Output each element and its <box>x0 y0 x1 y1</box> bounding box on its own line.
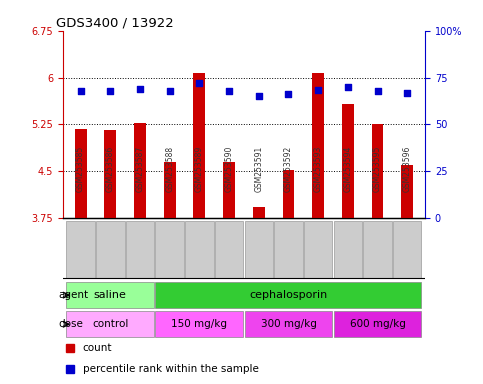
FancyBboxPatch shape <box>363 220 392 278</box>
Text: GSM253596: GSM253596 <box>403 146 412 192</box>
FancyBboxPatch shape <box>215 220 243 278</box>
FancyBboxPatch shape <box>66 311 154 338</box>
FancyBboxPatch shape <box>334 311 422 338</box>
Text: GSM253591: GSM253591 <box>254 146 263 192</box>
Text: dose: dose <box>58 319 83 329</box>
Text: agent: agent <box>58 290 88 300</box>
Text: GSM253589: GSM253589 <box>195 146 204 192</box>
Bar <box>401 165 413 218</box>
Text: GSM253595: GSM253595 <box>373 146 382 192</box>
Text: GSM253586: GSM253586 <box>106 146 115 192</box>
Bar <box>371 124 384 218</box>
Bar <box>312 73 324 218</box>
Bar <box>193 73 205 218</box>
Bar <box>104 130 116 218</box>
Bar <box>134 122 146 218</box>
Text: 600 mg/kg: 600 mg/kg <box>350 319 405 329</box>
FancyBboxPatch shape <box>156 311 243 338</box>
FancyBboxPatch shape <box>244 311 332 338</box>
Text: GSM253590: GSM253590 <box>225 146 234 192</box>
Point <box>77 88 85 94</box>
Point <box>374 88 382 94</box>
Text: 150 mg/kg: 150 mg/kg <box>171 319 227 329</box>
Text: count: count <box>83 343 112 353</box>
Point <box>314 87 322 93</box>
Text: GSM253585: GSM253585 <box>76 146 85 192</box>
Point <box>284 91 292 98</box>
Point <box>166 88 173 94</box>
Point <box>106 88 114 94</box>
Point <box>136 86 144 92</box>
FancyBboxPatch shape <box>185 220 213 278</box>
FancyBboxPatch shape <box>244 220 273 278</box>
Text: GSM253588: GSM253588 <box>165 146 174 192</box>
FancyBboxPatch shape <box>156 282 422 308</box>
FancyBboxPatch shape <box>334 220 362 278</box>
Text: percentile rank within the sample: percentile rank within the sample <box>83 364 258 374</box>
FancyBboxPatch shape <box>393 220 422 278</box>
Bar <box>164 162 176 218</box>
Text: control: control <box>92 319 128 329</box>
Bar <box>253 207 265 218</box>
Point <box>403 89 411 96</box>
Point <box>344 84 352 90</box>
FancyBboxPatch shape <box>304 220 332 278</box>
FancyBboxPatch shape <box>66 282 154 308</box>
Point <box>225 88 233 94</box>
Text: GSM253587: GSM253587 <box>136 146 144 192</box>
FancyBboxPatch shape <box>274 220 303 278</box>
Bar <box>223 162 235 218</box>
Text: GSM253592: GSM253592 <box>284 146 293 192</box>
Text: GSM253594: GSM253594 <box>343 146 352 192</box>
Text: cephalosporin: cephalosporin <box>249 290 327 300</box>
Text: saline: saline <box>94 290 127 300</box>
Text: GDS3400 / 13922: GDS3400 / 13922 <box>56 17 173 30</box>
Text: GSM253593: GSM253593 <box>313 146 323 192</box>
Bar <box>283 170 295 218</box>
Bar <box>75 129 86 218</box>
Bar <box>342 104 354 218</box>
FancyBboxPatch shape <box>96 220 125 278</box>
FancyBboxPatch shape <box>156 220 184 278</box>
Point <box>196 80 203 86</box>
FancyBboxPatch shape <box>66 220 95 278</box>
Text: 300 mg/kg: 300 mg/kg <box>260 319 316 329</box>
Point <box>255 93 263 99</box>
FancyBboxPatch shape <box>126 220 154 278</box>
